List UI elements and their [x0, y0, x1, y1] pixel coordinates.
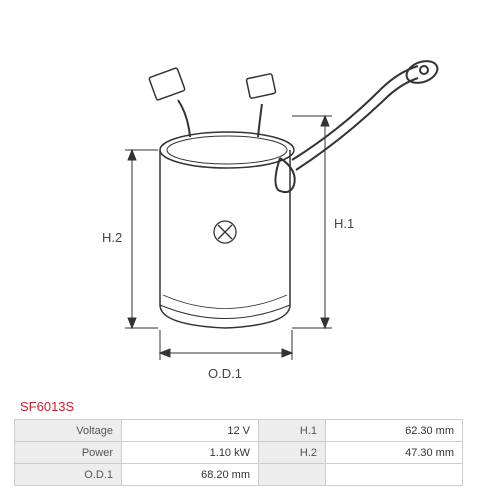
spec-label: H.2: [259, 442, 326, 464]
spec-value: [326, 464, 463, 486]
spec-label: H.1: [259, 420, 326, 442]
spec-value: 1.10 kW: [122, 442, 259, 464]
spec-value: 62.30 mm: [326, 420, 463, 442]
spec-value: 12 V: [122, 420, 259, 442]
spec-table: Voltage 12 V H.1 62.30 mm Power 1.10 kW …: [14, 419, 463, 486]
label-od1: O.D.1: [208, 366, 242, 381]
label-h1: H.1: [334, 216, 354, 231]
technical-diagram: H.2 H.1 O.D.1: [40, 10, 460, 390]
table-row: Voltage 12 V H.1 62.30 mm: [15, 420, 463, 442]
part-number: SF6013S: [20, 399, 74, 414]
spec-label: Voltage: [15, 420, 122, 442]
spec-label: O.D.1: [15, 464, 122, 486]
table-row: O.D.1 68.20 mm: [15, 464, 463, 486]
spec-label: [259, 464, 326, 486]
page-container: H.2 H.1 O.D.1 SF6013S Voltage 12 V H.1 6…: [0, 0, 500, 500]
label-h2: H.2: [102, 230, 122, 245]
table-row: Power 1.10 kW H.2 47.30 mm: [15, 442, 463, 464]
spec-value: 68.20 mm: [122, 464, 259, 486]
spec-label: Power: [15, 442, 122, 464]
spec-value: 47.30 mm: [326, 442, 463, 464]
